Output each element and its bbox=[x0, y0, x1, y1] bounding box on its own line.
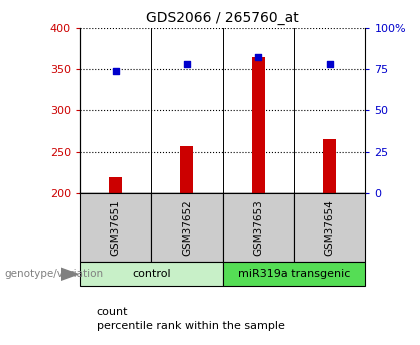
Bar bbox=[294, 193, 365, 262]
Text: miR319a transgenic: miR319a transgenic bbox=[238, 269, 350, 279]
Point bbox=[184, 61, 190, 67]
Bar bbox=[181, 146, 193, 193]
Text: GSM37652: GSM37652 bbox=[182, 199, 192, 256]
Title: GDS2066 / 265760_at: GDS2066 / 265760_at bbox=[146, 11, 299, 25]
Polygon shape bbox=[61, 268, 78, 280]
Bar bbox=[223, 262, 365, 286]
Text: percentile rank within the sample: percentile rank within the sample bbox=[97, 321, 284, 331]
Bar bbox=[323, 139, 336, 193]
Point bbox=[112, 68, 119, 73]
Point bbox=[326, 61, 333, 67]
Bar bbox=[80, 262, 223, 286]
Text: count: count bbox=[97, 307, 128, 317]
Text: control: control bbox=[132, 269, 171, 279]
Bar bbox=[252, 57, 265, 193]
Point bbox=[255, 55, 262, 60]
Text: GSM37654: GSM37654 bbox=[325, 199, 335, 256]
Bar bbox=[109, 177, 122, 193]
Text: GSM37653: GSM37653 bbox=[253, 199, 263, 256]
Bar bbox=[80, 193, 151, 262]
Bar bbox=[223, 193, 294, 262]
Text: GSM37651: GSM37651 bbox=[110, 199, 121, 256]
Text: genotype/variation: genotype/variation bbox=[4, 269, 103, 279]
Bar bbox=[151, 193, 223, 262]
